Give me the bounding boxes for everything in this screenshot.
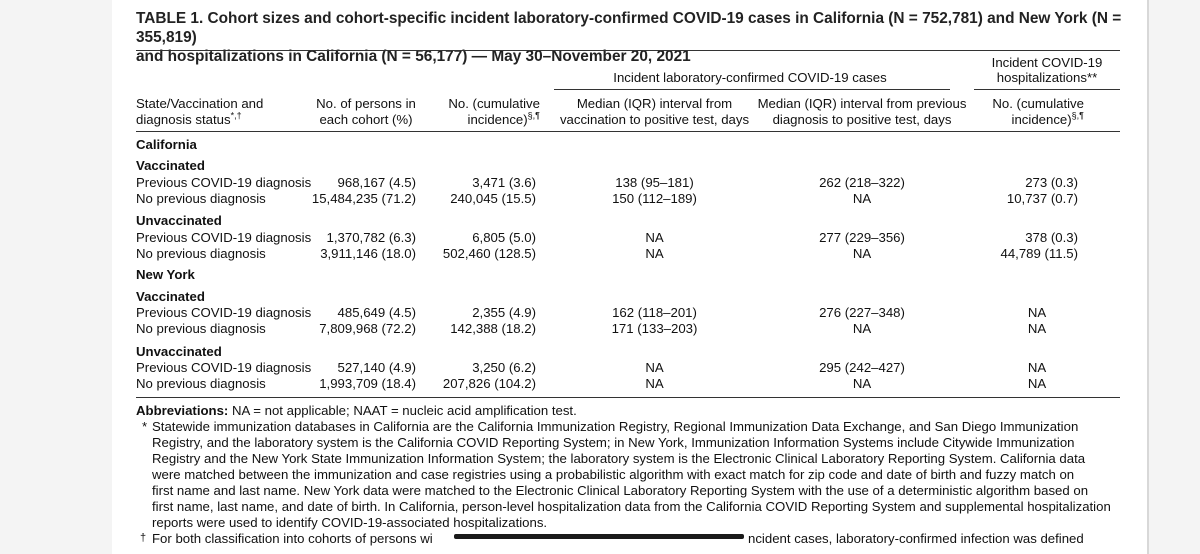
cell-persons: 7,809,968 (72.2) [319,321,416,336]
cell-vax-interval: 138 (95–181) [615,175,694,190]
cell-hosp-incidence: 44,789 (11.5) [1000,246,1078,261]
cell-diag-interval: 276 (227–348) [819,305,905,320]
cell-hosp-incidence: 378 (0.3) [1025,230,1078,245]
table-title: TABLE 1. Cohort sizes and cohort-specifi… [136,9,1136,66]
footnote-abbreviations: Abbreviations: NA = not applicable; NAAT… [136,403,577,418]
group-header-hosp-2: hospitalizations** [996,70,1098,85]
col-header-hosp-incidence-2: incidence)§,¶ [1011,110,1084,127]
subsection-ca-vaccinated: Vaccinated [136,158,205,173]
subsection-ny-vaccinated: Vaccinated [136,289,205,304]
footnote-star-line: reports were used to identify COVID-19-a… [152,515,548,530]
document-page: TABLE 1. Cohort sizes and cohort-specifi… [112,0,1147,554]
footnote-cut-line [152,548,156,554]
col-header-diag-interval-2: diagnosis to positive test, days [772,112,952,127]
cell-hosp-incidence: NA [1027,360,1047,375]
cell-diag-interval: NA [852,376,872,391]
footnote-star-line: Registry and the New York State Immuniza… [152,451,1086,466]
col-header-status-1: State/Vaccination and [136,96,264,111]
col-header-incidence-1: No. (cumulative [448,96,540,111]
cell-vax-interval: NA [645,360,664,375]
row-label: No previous diagnosis [136,191,266,206]
cell-incidence: 142,388 (18.2) [450,321,536,336]
cell-persons: 1,370,782 (6.3) [326,230,416,245]
cell-hosp-incidence: 10,737 (0.7) [1006,191,1078,206]
col-header-vax-interval-2: vaccination to positive test, days [559,112,750,127]
footnote-star-line: Registry, and the laboratory system is t… [152,435,1075,450]
cell-diag-interval: NA [852,246,872,261]
cell-persons: 1,993,709 (18.4) [319,376,416,391]
cell-diag-interval: 295 (242–427) [819,360,905,375]
footnote-star-line: first name and last name. New York data … [152,483,1089,498]
cell-hosp-incidence: NA [1027,376,1047,391]
section-california: California [136,137,197,152]
group-rule-cases [554,89,950,90]
col-header-hosp-incidence-1: No. (cumulative [992,96,1084,111]
group-rule-hosp [974,89,1120,90]
header-bottom-rule [136,131,1120,132]
cell-persons: 15,484,235 (71.2) [311,191,416,206]
col-header-persons-1: No. of persons in [316,96,416,111]
col-header-status-2: diagnosis status*,† [136,110,242,127]
cell-diag-interval: 262 (218–322) [819,175,905,190]
cell-diag-interval: NA [852,191,872,206]
footnote-star-line: first name, last name, and date of birth… [152,499,1111,514]
col-header-vax-interval-1: Median (IQR) interval from [576,96,733,111]
cell-incidence: 3,250 (6.2) [472,360,536,375]
cell-incidence: 3,471 (3.6) [472,175,536,190]
table-title-line-2: and hospitalizations in California (N = … [136,48,691,65]
cell-vax-interval: 150 (112–189) [612,191,697,206]
cell-persons: 527,140 (4.9) [337,360,416,375]
table-bottom-rule [136,397,1120,398]
cell-hosp-incidence: 273 (0.3) [1025,175,1078,190]
cell-vax-interval: NA [645,246,664,261]
group-header-cases: Incident laboratory-confirmed COVID-19 c… [613,70,887,85]
cell-vax-interval: 171 (133–203) [611,321,698,336]
cell-diag-interval: NA [852,321,872,336]
cell-vax-interval: NA [645,376,664,391]
footnote-star-mark: * [142,419,148,434]
cell-incidence: 2,355 (4.9) [472,305,536,320]
row-label: No previous diagnosis [136,321,266,336]
page-edge-shadow [1147,0,1149,554]
cell-diag-interval: 277 (229–356) [819,230,905,245]
subsection-ny-unvaccinated: Unvaccinated [136,344,222,359]
row-label: Previous COVID-19 diagnosis [136,175,312,190]
footnote-star-line: Statewide immunization databases in Cali… [152,419,1079,434]
cell-vax-interval: 162 (118–201) [612,305,697,320]
footnote-star-line: were matched between the immunization an… [152,467,1075,482]
cell-hosp-incidence: NA [1027,305,1047,320]
redaction-mark [454,534,744,539]
row-label: Previous COVID-19 diagnosis [136,230,312,245]
row-label: No previous diagnosis [136,246,266,261]
cell-vax-interval: NA [645,230,664,245]
top-rule [136,50,1120,51]
footnote-dagger-text-a: For both classification into cohorts of … [152,531,433,546]
subsection-ca-unvaccinated: Unvaccinated [136,213,222,228]
row-label: Previous COVID-19 diagnosis [136,360,312,375]
col-header-persons-2: each cohort (%) [319,112,413,127]
group-header-hosp-1: Incident COVID-19 [991,55,1103,70]
footnote-dagger-text-b: ncident cases, laboratory-confirmed infe… [748,531,1084,546]
col-header-diag-interval-1: Median (IQR) interval from previous [757,96,967,111]
cell-incidence: 240,045 (15.5) [450,191,536,206]
table-title-line-1: TABLE 1. Cohort sizes and cohort-specifi… [136,10,1122,46]
cell-incidence: 6,805 (5.0) [472,230,536,245]
row-label: No previous diagnosis [136,376,266,391]
cell-persons: 968,167 (4.5) [337,175,416,190]
row-label: Previous COVID-19 diagnosis [136,305,312,320]
cell-persons: 3,911,146 (18.0) [320,246,416,261]
footnote-dagger-mark: † [140,532,147,544]
cell-incidence: 502,460 (128.5) [442,246,536,261]
cell-persons: 485,649 (4.5) [337,305,416,320]
section-new-york: New York [136,267,195,282]
col-header-incidence-2: incidence)§,¶ [467,110,540,127]
cell-incidence: 207,826 (104.2) [442,376,536,391]
cell-hosp-incidence: NA [1027,321,1047,336]
